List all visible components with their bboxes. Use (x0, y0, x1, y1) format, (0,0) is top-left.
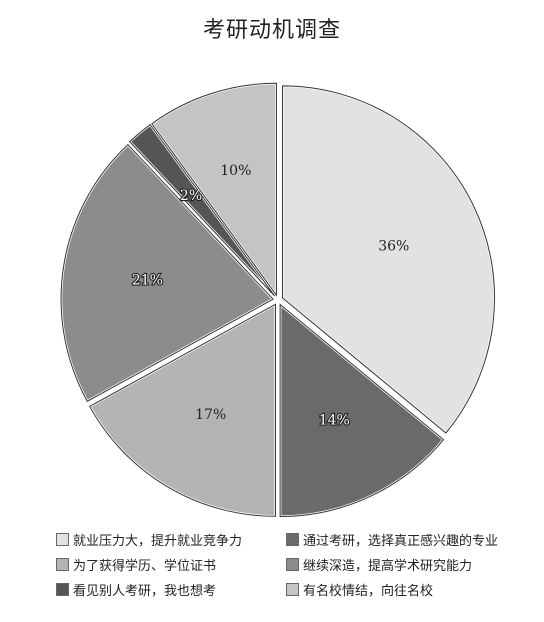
legend-label: 看见别人考研，我也想考 (73, 584, 217, 599)
slice-data-label: 21% (132, 272, 163, 288)
slice-data-label: 17% (195, 407, 226, 423)
legend-label: 继续深造，提高学术研究能力 (303, 559, 473, 574)
pie-slice-outline (88, 303, 276, 517)
legend-swatch (56, 583, 69, 596)
pie-slice-outline (60, 143, 274, 403)
pie-slice-outline (282, 85, 496, 434)
slice-data-label: 14% (319, 413, 350, 429)
pie-chart: 36% 14% 17% 21% 2% 10% (59, 81, 496, 518)
legend-label: 通过考研，选择真正感兴趣的专业 (303, 534, 499, 549)
legend-swatch (56, 558, 69, 571)
pie-slice-outline (151, 82, 277, 297)
pie-slice-outline (128, 123, 276, 297)
legend-item: 看见别人考研，我也想考 (56, 580, 286, 599)
legend: 就业压力大，提升就业竞争力 通过考研，选择真正感兴趣的专业为了获得学历、学位证书 继… (56, 530, 526, 599)
legend-item: 有名校情结，向往名校 (286, 580, 526, 599)
legend-item: 继续深造，提高学术研究能力 (286, 555, 526, 574)
slice-data-label: 2% (180, 188, 202, 204)
legend-swatch (56, 533, 69, 546)
legend-swatch (286, 583, 299, 596)
legend-item: 通过考研，选择真正感兴趣的专业 (286, 530, 526, 549)
slice-data-label: 10% (220, 163, 251, 179)
legend-swatch (286, 533, 299, 546)
legend-swatch (286, 558, 299, 571)
slice-data-label: 36% (378, 239, 409, 255)
legend-item: 为了获得学历、学位证书 (56, 555, 286, 574)
legend-label: 就业压力大，提升就业竞争力 (73, 534, 243, 549)
legend-label: 为了获得学历、学位证书 (73, 559, 217, 574)
legend-label: 有名校情结，向往名校 (303, 584, 434, 599)
chart-title: 考研动机调查 (202, 18, 341, 43)
legend-item: 就业压力大，提升就业竞争力 (56, 530, 286, 549)
pie-slice-outline (279, 303, 445, 518)
